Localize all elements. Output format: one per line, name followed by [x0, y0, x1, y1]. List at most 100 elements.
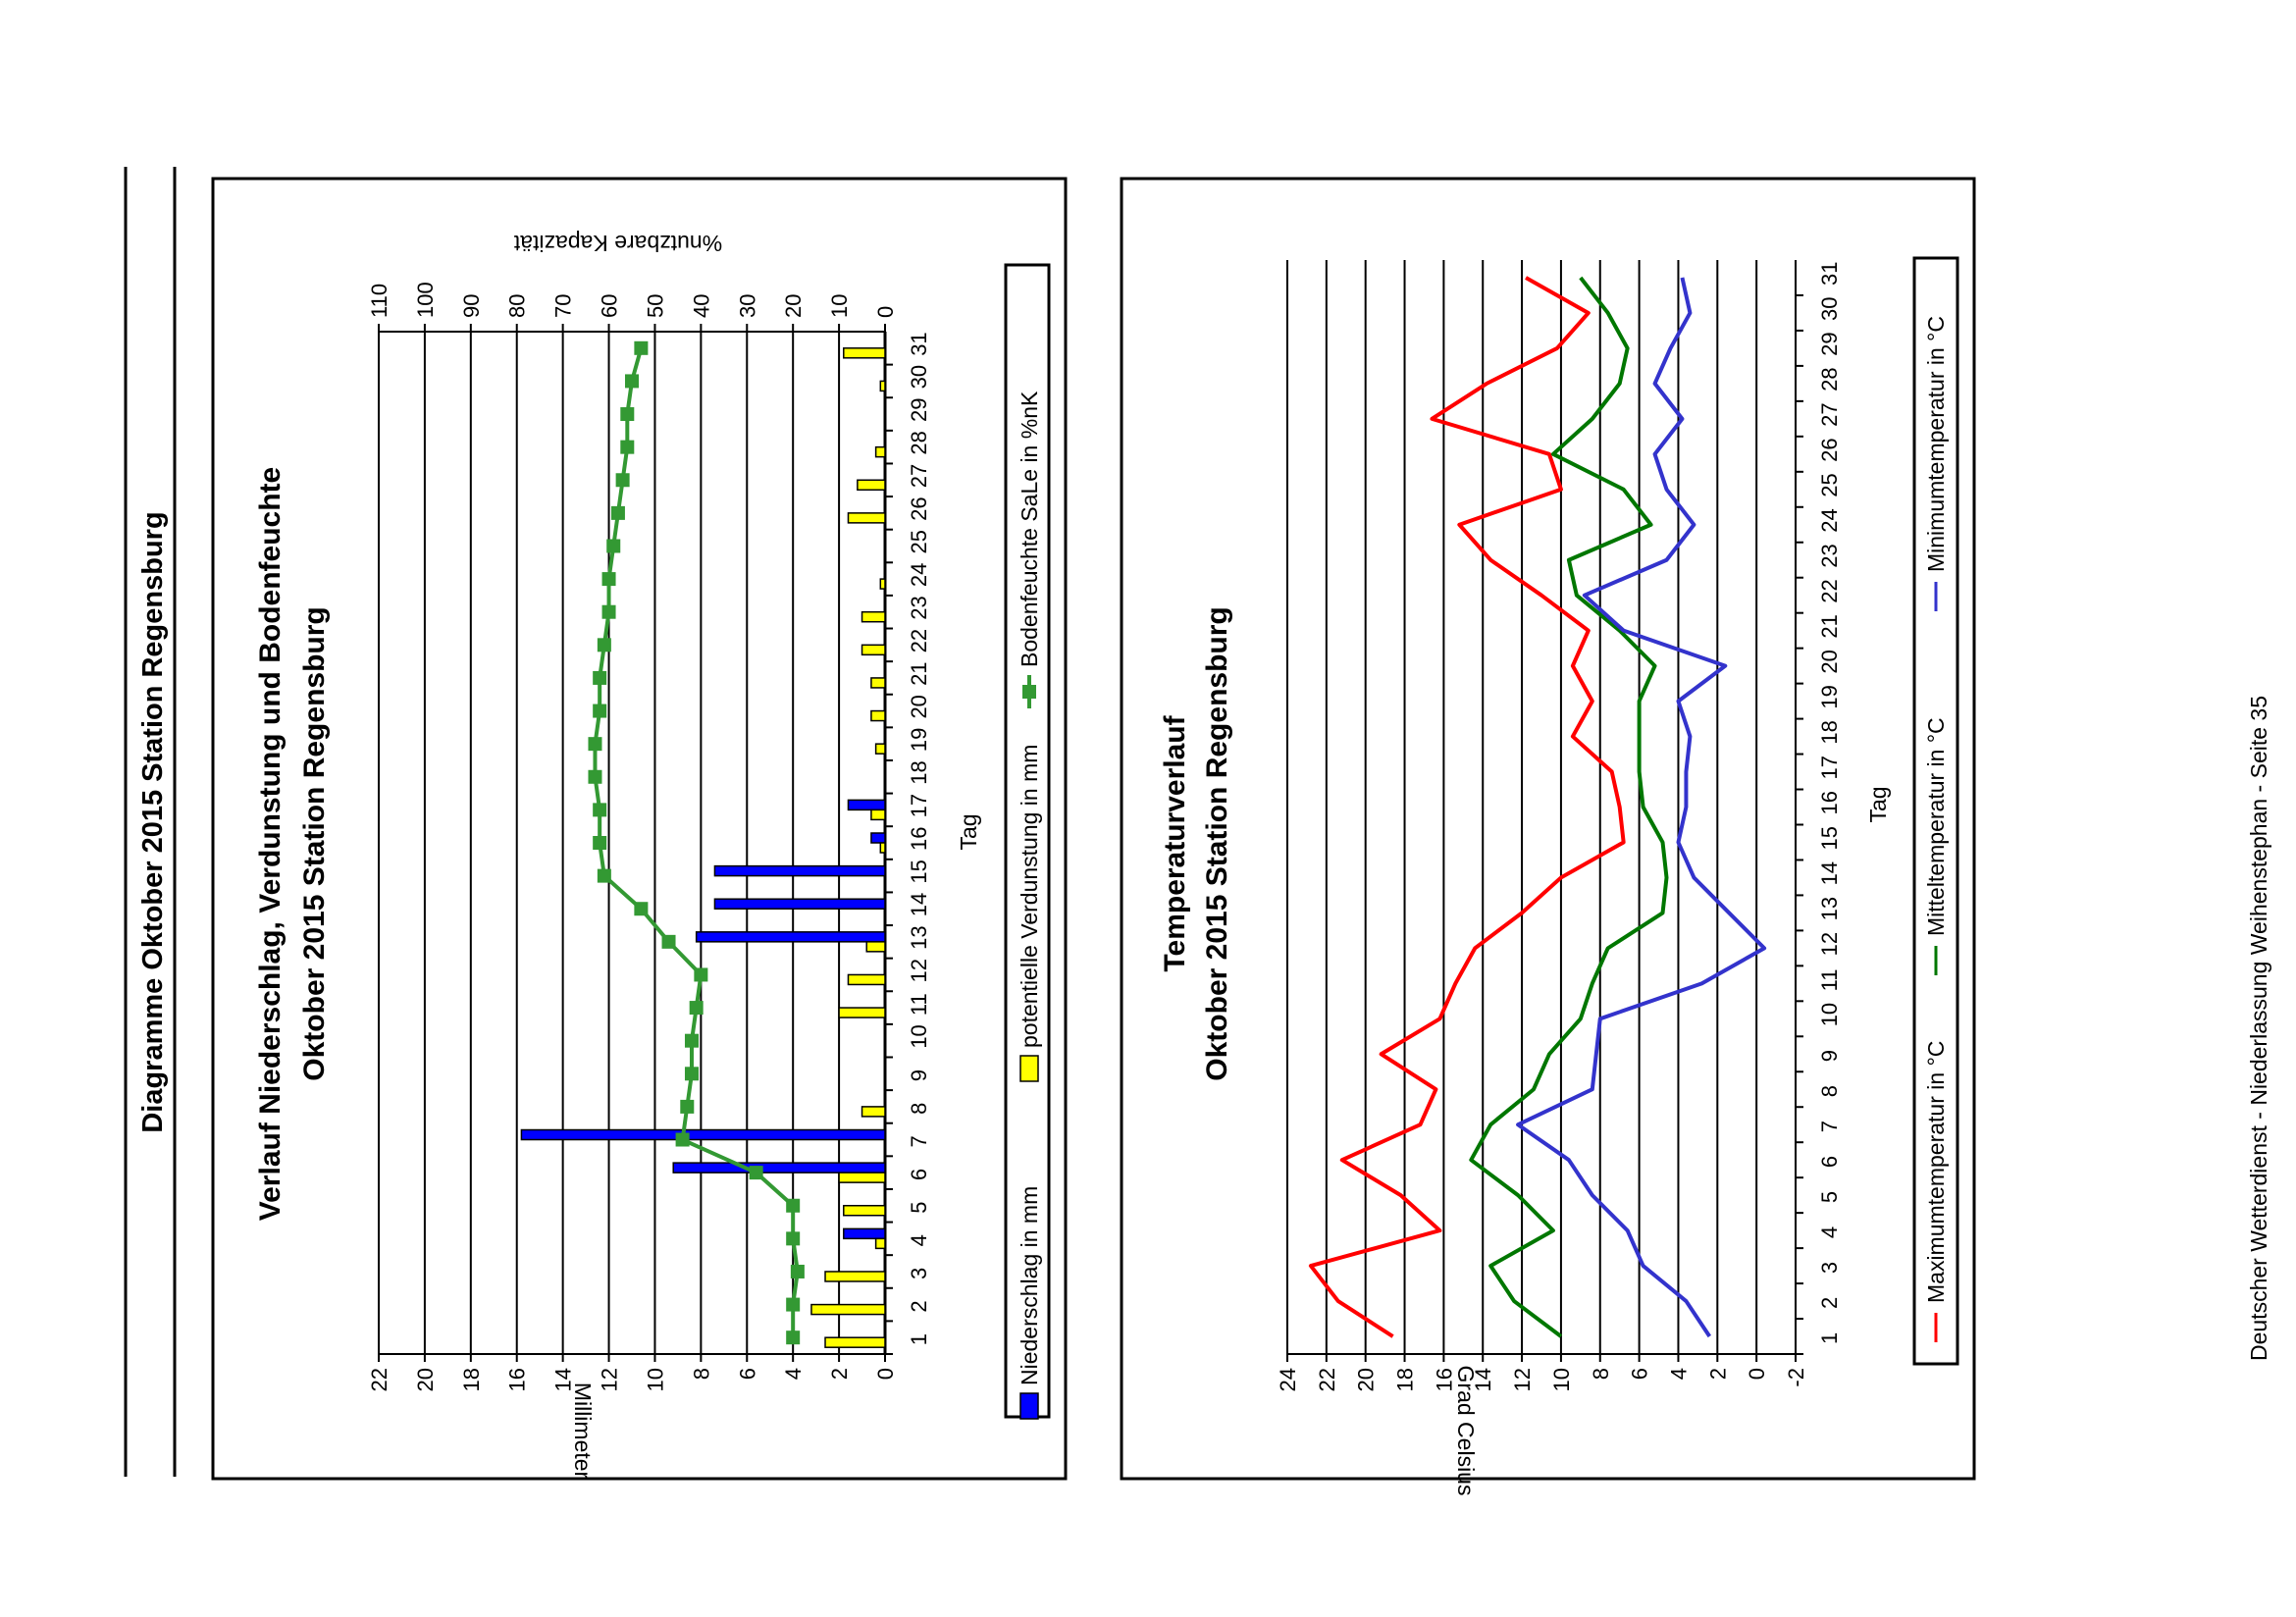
chart2-frame	[1120, 177, 1976, 1481]
chart2-x-tick-label: 22	[1817, 579, 1842, 602]
chart1-frame	[211, 177, 1068, 1481]
bodenfeuchte-point	[588, 737, 602, 752]
niederschlag-bar	[520, 1128, 886, 1141]
chart2-x-tick-label: 23	[1817, 544, 1842, 567]
bodenfeuchte-point	[786, 1198, 801, 1213]
verdunstung-bar	[870, 709, 886, 722]
chart2-x-tick-label: 29	[1817, 332, 1842, 355]
chart1-y2-tick-label: 10	[827, 294, 852, 318]
chart1-y2-tick-label: 90	[459, 294, 484, 318]
bodenfeuchte-point	[786, 1297, 801, 1312]
chart2-y-tick-label: 0	[1745, 1368, 1769, 1380]
chart1-title-line2: Oktober 2015 Station Regensburg	[298, 606, 331, 1080]
bodenfeuchte-point	[601, 604, 616, 619]
chart2-title-line2: Oktober 2015 Station Regensburg	[1201, 606, 1233, 1080]
chart1-x-tick-label: 11	[907, 993, 931, 1016]
legend-tmittel-label: Mitteltemperatur in °C	[1923, 717, 1949, 936]
niederschlag-bar	[847, 799, 886, 811]
chart1-x-tick-label: 8	[907, 1103, 931, 1115]
tmittel-line	[1469, 276, 1669, 1338]
chart1-y-tick-label: 14	[551, 1368, 576, 1391]
chart1-x-tick-label: 6	[907, 1169, 931, 1180]
chart1-y2-tick-label: 40	[689, 294, 713, 318]
chart2-x-tick-label: 6	[1817, 1156, 1842, 1168]
chart1-x-tick-label: 19	[907, 728, 931, 752]
bodenfeuchte-point	[625, 374, 639, 389]
chart2-x-tick-label: 11	[1817, 968, 1842, 991]
legend-tmax-label: Maximumtemperatur in °C	[1923, 1041, 1949, 1303]
chart1-y-tick-label: 22	[367, 1368, 391, 1391]
chart2-x-tick-label: 17	[1817, 756, 1842, 779]
bodenfeuchte-point	[610, 505, 625, 520]
bodenfeuchte-point	[634, 902, 649, 916]
niederschlag-bar	[713, 898, 886, 910]
chart2-y-tick-label: 12	[1510, 1368, 1535, 1391]
chart1-x-tick-label: 9	[907, 1069, 931, 1081]
page-footer: Deutscher Wetterdienst - Niederlassung W…	[2246, 696, 2271, 1361]
chart1-x-tick-label: 10	[907, 1024, 931, 1048]
legend-niederschlag-swatch	[1019, 1392, 1039, 1420]
chart1-x-tick-label: 12	[907, 959, 931, 982]
chart2-y-tick-label: 4	[1666, 1368, 1691, 1380]
chart2-x-tick-label: 24	[1817, 508, 1842, 532]
bodenfeuchte-point	[593, 670, 607, 685]
chart1-x-tick-label: 2	[907, 1300, 931, 1312]
chart2-x-tick-label: 31	[1817, 261, 1842, 285]
chart2-x-tick-label: 5	[1817, 1191, 1842, 1203]
chart2-x-tick-label: 28	[1817, 367, 1842, 391]
chart2-legend	[1912, 256, 1959, 1366]
page-title: Diagramme Oktober 2015 Station Regensbur…	[137, 511, 169, 1132]
bodenfeuchte-point	[694, 967, 708, 982]
bodenfeuchte-point	[593, 803, 607, 817]
chart1-y2-tick-label: 50	[643, 294, 667, 318]
chart1-y2-tick-label: 100	[413, 282, 438, 318]
chart1-y2-tick-label: 110	[367, 284, 391, 318]
chart1-x-tick-label: 28	[907, 431, 931, 454]
chart2-y-tick-label: 2	[1705, 1368, 1730, 1380]
chart2-x-tick-label: 9	[1817, 1050, 1842, 1062]
bodenfeuchte-point	[634, 340, 649, 355]
chart2-plot: -202468101214161820222412345678910111213…	[1276, 260, 1842, 1391]
niederschlag-bar	[843, 1227, 886, 1240]
chart1-plot: 0246810121416182022010203040506070809010…	[367, 282, 931, 1391]
verdunstung-bar	[857, 479, 886, 492]
legend-niederschlag-label: Niederschlag in mm	[1017, 1186, 1042, 1385]
chart2-x-tick-label: 26	[1817, 438, 1842, 461]
chart2-ylabel: Grad Celsius	[1453, 1366, 1479, 1496]
chart1-y-tick-label: 4	[781, 1368, 806, 1380]
chart2-x-tick-label: 18	[1817, 720, 1842, 744]
bodenfeuchte-point	[588, 769, 602, 784]
bodenfeuchte-point	[661, 934, 676, 949]
chart2-x-tick-label: 4	[1817, 1226, 1842, 1238]
chart1-xlabel: Tag	[956, 813, 981, 850]
chart1-y2-tick-label: 20	[781, 294, 806, 318]
chart2-x-tick-label: 8	[1817, 1085, 1842, 1097]
chart1-x-tick-label: 17	[907, 794, 931, 817]
chart1-x-tick-label: 1	[907, 1333, 931, 1345]
bodenfeuchte-point	[684, 1033, 699, 1048]
chart1-x-tick-label: 7	[907, 1135, 931, 1147]
verdunstung-bar	[865, 941, 886, 953]
legend-bodenfeuchte-label: Bodenfeuchte SaLe in %nK	[1017, 391, 1042, 667]
verdunstung-bar	[874, 445, 886, 458]
bodenfeuchte-point	[620, 440, 635, 454]
bodenfeuchte-point	[684, 1067, 699, 1081]
chart1-y2-tick-label: 80	[505, 294, 530, 318]
chart1-x-tick-label: 15	[907, 860, 931, 883]
chart2-x-tick-label: 27	[1817, 402, 1842, 426]
chart1-y-tick-label: 12	[598, 1368, 622, 1391]
chart1-x-tick-label: 5	[907, 1201, 931, 1213]
chart2-x-tick-label: 12	[1817, 932, 1842, 956]
bodenfeuchte-point	[749, 1166, 763, 1180]
chart1-x-tick-label: 3	[907, 1268, 931, 1279]
chart1-title-line1: Verlauf Niederschlag, Verdunstung und Bo…	[254, 467, 287, 1221]
verdunstung-bar	[870, 808, 886, 821]
verdunstung-bar	[843, 347, 886, 359]
chart2-title-line1: Temperaturverlauf	[1159, 714, 1191, 971]
bodenfeuchte-point	[790, 1264, 805, 1278]
bodenfeuchte-point	[675, 1132, 690, 1147]
verdunstung-bar	[879, 578, 886, 590]
chart1-legend	[1004, 263, 1051, 1419]
